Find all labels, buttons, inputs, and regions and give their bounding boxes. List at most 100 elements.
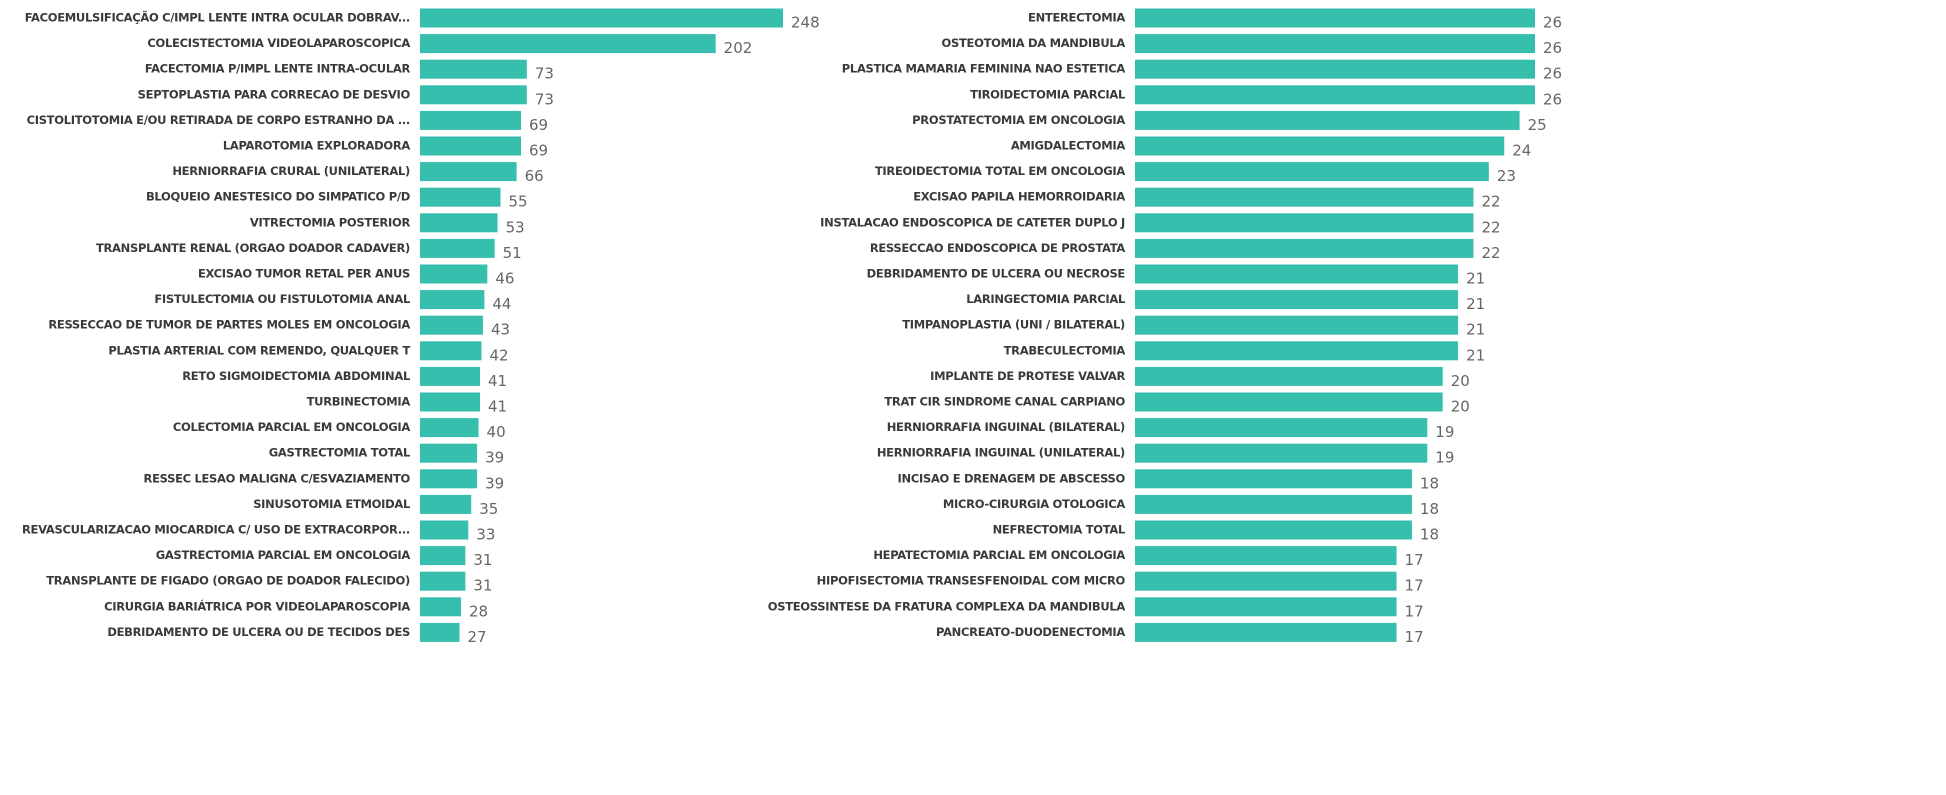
value-label: 17 xyxy=(1405,628,1424,646)
value-label: 73 xyxy=(535,65,554,83)
bar xyxy=(420,290,485,310)
bar xyxy=(1135,290,1459,310)
bar xyxy=(1135,494,1412,514)
bar xyxy=(1135,59,1535,79)
value-label: 33 xyxy=(476,526,495,544)
category-label: EXCISAO TUMOR RETAL PER ANUS xyxy=(198,267,410,281)
category-label: FACECTOMIA P/IMPL LENTE INTRA-OCULAR xyxy=(145,62,411,76)
category-label: PLASTICA MAMARIA FEMININA NAO ESTETICA xyxy=(842,62,1126,76)
category-label: OSTEOSSINTESE DA FRATURA COMPLEXA DA MAN… xyxy=(768,599,1126,613)
value-label: 44 xyxy=(492,295,511,313)
value-label: 51 xyxy=(503,244,522,262)
category-label: INSTALACAO ENDOSCOPICA DE CATETER DUPLO … xyxy=(820,215,1125,229)
category-label: CISTOLITOTOMIA E/OU RETIRADA DE CORPO ES… xyxy=(27,113,410,127)
bar xyxy=(1135,418,1428,438)
value-label: 53 xyxy=(506,218,525,236)
value-label: 42 xyxy=(489,346,508,364)
value-label: 39 xyxy=(485,474,504,492)
category-label: LARINGECTOMIA PARCIAL xyxy=(966,292,1126,306)
bar xyxy=(420,469,478,489)
category-label: REVASCULARIZACAO MIOCARDICA C/ USO DE EX… xyxy=(22,523,410,537)
bar xyxy=(420,392,481,412)
category-label: HERNIORRAFIA CRURAL (UNILATERAL) xyxy=(172,164,410,178)
category-label: NEFRECTOMIA TOTAL xyxy=(993,523,1126,537)
bar xyxy=(1135,597,1397,617)
bar xyxy=(420,264,488,284)
value-label: 69 xyxy=(529,116,548,134)
bar xyxy=(420,418,479,438)
value-label: 19 xyxy=(1435,449,1454,467)
category-label: IMPLANTE DE PROTESE VALVAR xyxy=(930,369,1125,383)
category-label: ENTERECTOMIA xyxy=(1028,11,1125,25)
category-label: HERNIORRAFIA INGUINAL (BILATERAL) xyxy=(887,420,1125,434)
value-label: 20 xyxy=(1451,398,1470,416)
value-label: 17 xyxy=(1405,551,1424,569)
bar xyxy=(1135,392,1443,412)
value-label: 20 xyxy=(1451,372,1470,390)
value-label: 19 xyxy=(1435,423,1454,441)
bar xyxy=(1135,264,1459,284)
category-label: COLECISTECTOMIA VIDEOLAPAROSCOPICA xyxy=(147,36,410,50)
bar xyxy=(420,494,472,514)
value-label: 66 xyxy=(525,167,544,185)
bar xyxy=(1135,366,1443,386)
category-label: SINUSOTOMIA ETMOIDAL xyxy=(253,497,411,511)
value-label: 46 xyxy=(495,270,514,288)
value-label: 27 xyxy=(468,628,487,646)
bar xyxy=(420,546,466,566)
bar xyxy=(1135,110,1520,130)
value-label: 21 xyxy=(1466,270,1485,288)
bar xyxy=(420,341,482,361)
bar xyxy=(1135,469,1412,489)
value-label: 22 xyxy=(1481,218,1500,236)
category-label: PROSTATECTOMIA EM ONCOLOGIA xyxy=(912,113,1125,127)
category-label: INCISAO E DRENAGEM DE ABSCESSO xyxy=(898,471,1126,485)
category-label: PANCREATO-DUODENECTOMIA xyxy=(936,625,1125,639)
value-label: 18 xyxy=(1420,500,1439,518)
bar xyxy=(1135,341,1459,361)
value-label: 73 xyxy=(535,90,554,108)
category-label: RETO SIGMOIDECTOMIA ABDOMINAL xyxy=(182,369,411,383)
category-label: GASTRECTOMIA PARCIAL EM ONCOLOGIA xyxy=(156,548,411,562)
category-label: DEBRIDAMENTO DE ULCERA OU DE TECIDOS DES xyxy=(107,625,410,639)
value-label: 248 xyxy=(791,14,820,32)
value-label: 31 xyxy=(473,577,492,595)
bar xyxy=(1135,622,1397,642)
bar xyxy=(420,85,527,105)
category-label: HERNIORRAFIA INGUINAL (UNILATERAL) xyxy=(877,446,1125,460)
value-label: 25 xyxy=(1528,116,1547,134)
category-label: PLASTIA ARTERIAL COM REMENDO, QUALQUER T xyxy=(108,343,410,357)
value-label: 23 xyxy=(1497,167,1516,185)
value-label: 26 xyxy=(1543,39,1562,57)
bar xyxy=(420,136,521,156)
category-label: GASTRECTOMIA TOTAL xyxy=(269,446,411,460)
bar xyxy=(1135,85,1535,105)
value-label: 24 xyxy=(1512,142,1531,160)
category-label: DEBRIDAMENTO DE ULCERA OU NECROSE xyxy=(867,267,1126,281)
category-label: LAPAROTOMIA EXPLORADORA xyxy=(223,139,411,153)
bar xyxy=(1135,315,1459,335)
category-label: TIREOIDECTOMIA TOTAL EM ONCOLOGIA xyxy=(875,164,1126,178)
bar xyxy=(420,622,460,642)
category-label: TRAT CIR SINDROME CANAL CARPIANO xyxy=(884,395,1125,409)
value-label: 31 xyxy=(473,551,492,569)
value-label: 26 xyxy=(1543,65,1562,83)
bar xyxy=(1135,443,1428,463)
category-label: FISTULECTOMIA OU FISTULOTOMIA ANAL xyxy=(154,292,411,306)
bar xyxy=(1135,136,1505,156)
category-label: SEPTOPLASTIA PARA CORRECAO DE DESVIO xyxy=(138,87,411,101)
category-label: COLECTOMIA PARCIAL EM ONCOLOGIA xyxy=(173,420,410,434)
category-label: HEPATECTOMIA PARCIAL EM ONCOLOGIA xyxy=(873,548,1125,562)
bar xyxy=(420,34,716,54)
category-label: EXCISAO PAPILA HEMORROIDARIA xyxy=(913,190,1125,204)
value-label: 17 xyxy=(1405,602,1424,620)
value-label: 18 xyxy=(1420,474,1439,492)
category-label: HIPOFISECTOMIA TRANSESFENOIDAL COM MICRO xyxy=(817,574,1126,588)
value-label: 69 xyxy=(529,142,548,160)
category-label: TIMPANOPLASTIA (UNI / BILATERAL) xyxy=(902,318,1125,332)
bar xyxy=(1135,162,1489,182)
bar xyxy=(1135,34,1535,54)
bar xyxy=(420,187,501,207)
value-label: 26 xyxy=(1543,14,1562,32)
